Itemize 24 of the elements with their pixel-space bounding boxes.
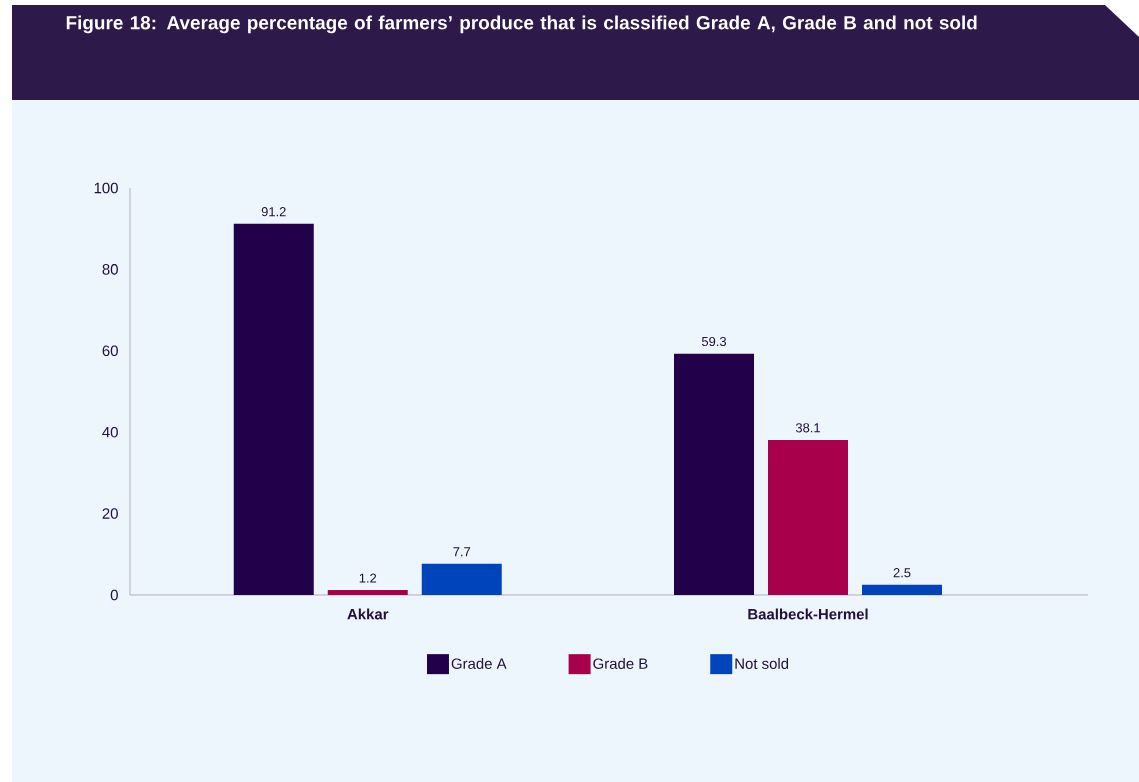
data-label: 2.5	[893, 568, 911, 578]
data-label: 38.1	[795, 423, 820, 433]
y-tick-label: 40	[102, 426, 118, 438]
y-tick-label: 80	[102, 264, 118, 275]
bar	[327, 590, 408, 595]
x-tick-label: Baalbeck-Hermel	[748, 608, 868, 620]
bar	[233, 223, 314, 595]
chart-title: Figure 18: Average percentage of farmers’ produce that is classified Grade A, Grade B and not sold	[66, 15, 977, 34]
bar	[674, 353, 755, 595]
legend-label: Grade B	[593, 657, 648, 669]
data-label: 91.2	[261, 207, 286, 217]
y-tick-label: 20	[102, 508, 118, 519]
bar	[768, 439, 849, 595]
bar	[862, 584, 943, 595]
y-tick-label: 0	[110, 589, 118, 601]
bar	[421, 563, 502, 595]
data-label: 1.2	[359, 573, 377, 583]
data-label: 7.7	[453, 547, 471, 557]
y-tick-label: 60	[102, 345, 118, 357]
y-tick-label: 100	[94, 182, 118, 194]
x-tick-label: Akkar	[347, 608, 389, 620]
data-label: 59.3	[701, 336, 727, 347]
legend-label: Grade A	[451, 657, 507, 669]
legend-label: Not sold	[735, 657, 789, 669]
